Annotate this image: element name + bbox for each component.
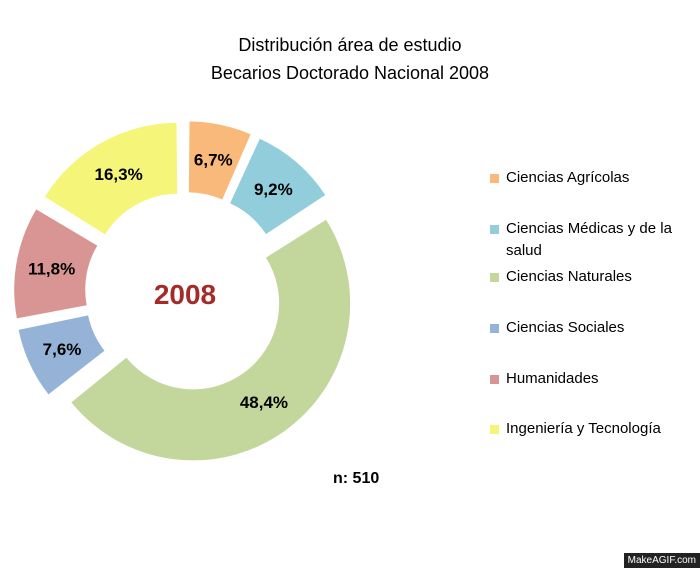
- watermark: MakeAGIF.com: [623, 553, 700, 568]
- chart-title: Distribución área de estudio: [238, 35, 462, 55]
- chart-subtitle: Becarios Doctorado Nacional 2008: [210, 63, 490, 83]
- legend-item-2: Ciencias Naturales: [490, 266, 700, 288]
- donut-slice-1: [230, 138, 326, 235]
- legend-swatch-5: [490, 425, 499, 434]
- legend-item-0: Ciencias Agrícolas: [490, 167, 700, 189]
- slice-data-label-3: 7,6%: [43, 340, 82, 359]
- legend-label-0: Ciencias Agrícolas: [506, 169, 630, 186]
- legend-label-5: Ingeniería y Tecnología: [506, 420, 661, 437]
- center-year-label: 2008: [154, 279, 216, 310]
- donut-slice-2: [71, 219, 351, 461]
- legend-label-1: Ciencias Médicas y de la salud: [506, 220, 672, 259]
- sample-size-note: n: 510: [333, 470, 380, 487]
- legend-swatch-2: [490, 273, 499, 282]
- legend-swatch-1: [490, 225, 499, 234]
- legend-item-1: Ciencias Médicas y de la salud: [490, 218, 700, 262]
- slice-data-label-4: 11,8%: [28, 259, 75, 278]
- legend-item-4: Humanidades: [490, 368, 700, 390]
- legend-label-4: Humanidades: [506, 370, 599, 387]
- slice-data-label-1: 9,2%: [254, 180, 293, 199]
- legend-item-5: Ingeniería y Tecnología: [490, 418, 700, 440]
- donut-slice-4: [14, 209, 98, 319]
- legend-swatch-0: [490, 174, 499, 183]
- legend-label-3: Ciencias Sociales: [506, 319, 625, 336]
- donut-slice-0: [188, 121, 251, 200]
- slice-data-label-5: 16,3%: [95, 165, 143, 184]
- slice-data-label-2: 48,4%: [240, 393, 288, 412]
- donut-slice-3: [18, 315, 105, 395]
- legend-swatch-3: [490, 324, 499, 333]
- donut-slice-5: [44, 122, 178, 235]
- slice-data-label-0: 6,7%: [194, 150, 233, 169]
- legend-item-3: Ciencias Sociales: [490, 317, 700, 339]
- legend-swatch-4: [490, 375, 499, 384]
- legend-label-2: Ciencias Naturales: [506, 268, 632, 285]
